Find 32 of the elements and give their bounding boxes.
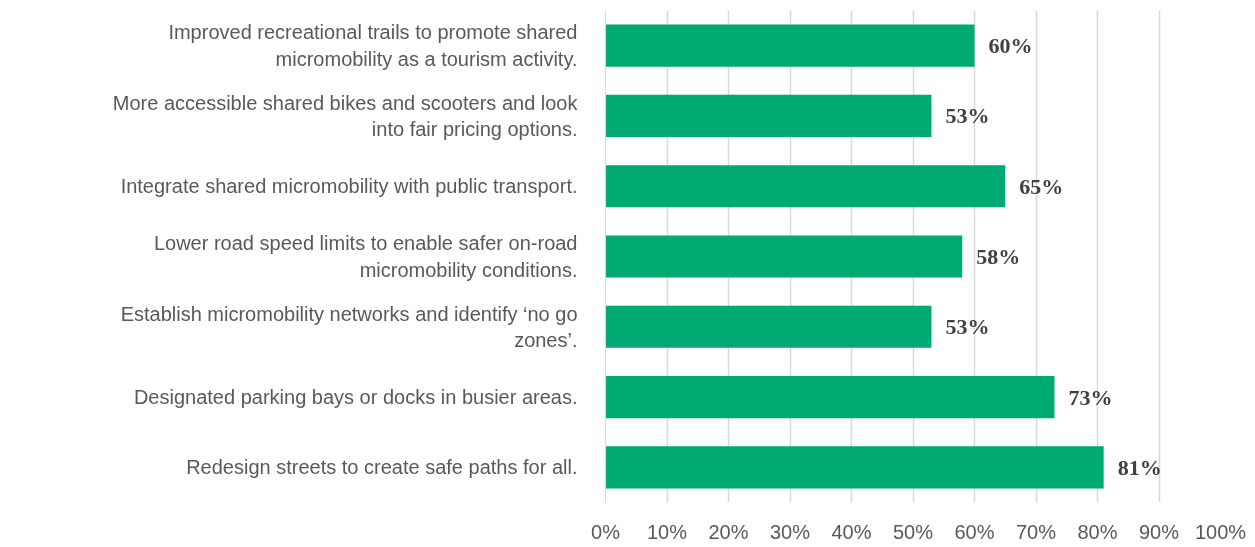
y-tick-label: Designated parking bays or docks in busier areas. <box>133 386 578 409</box>
bar <box>605 235 963 278</box>
data-label: 73% <box>1068 384 1113 410</box>
x-tick-label: 0% <box>591 520 621 543</box>
x-tick-label: 80% <box>1077 520 1118 543</box>
x-tick-label: 70% <box>1015 520 1057 543</box>
data-label: 53% <box>945 103 990 129</box>
bar <box>605 24 975 67</box>
y-tick-label: Lower road speed limits to enable safer on-road micromobility conditions. <box>153 232 578 281</box>
bar <box>605 305 932 348</box>
y-tick-label: More accessible shared bikes and scooters and look into fair pricing options. <box>112 91 579 141</box>
bar <box>605 165 1006 208</box>
data-label: 81% <box>1117 454 1162 480</box>
data-label: 65% <box>1019 173 1064 199</box>
data-label: 58% <box>976 244 1021 269</box>
y-tick-label: Redesign streets to create safe paths for all. <box>186 456 578 479</box>
x-tick-label: 100% <box>1194 520 1247 543</box>
y-tick-label: Establish micromobility networks and identify ‘no go zones’. <box>120 302 578 351</box>
x-tick-label: 10% <box>646 520 688 543</box>
x-tick-label: 40% <box>831 520 872 543</box>
data-label: 60% <box>988 33 1033 59</box>
x-tick-label: 90% <box>1138 520 1180 543</box>
bar <box>605 94 932 138</box>
bar <box>605 446 1104 489</box>
y-tick-label: Integrate shared micromobility with public transport. <box>120 175 578 198</box>
y-tick-label: Improved recreational trails to promote shared micromobility as a tourism activity. <box>168 21 578 70</box>
x-tick-label: 30% <box>769 520 811 543</box>
x-tick-label: 50% <box>892 520 934 543</box>
bar <box>605 375 1055 419</box>
x-tick-label: 20% <box>708 520 749 543</box>
data-label: 53% <box>945 314 990 340</box>
x-tick-label: 60% <box>954 520 995 543</box>
